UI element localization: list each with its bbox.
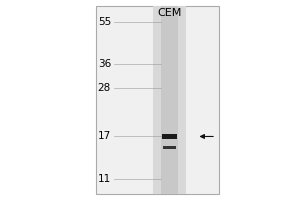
Text: CEM: CEM: [157, 8, 182, 18]
Text: 17: 17: [98, 131, 111, 141]
Bar: [162, 134, 177, 139]
Bar: [161, 6, 178, 194]
Text: 36: 36: [98, 59, 111, 69]
Text: 55: 55: [98, 17, 111, 27]
Text: 11: 11: [98, 174, 111, 184]
Text: 28: 28: [98, 83, 111, 93]
Bar: [163, 146, 175, 149]
